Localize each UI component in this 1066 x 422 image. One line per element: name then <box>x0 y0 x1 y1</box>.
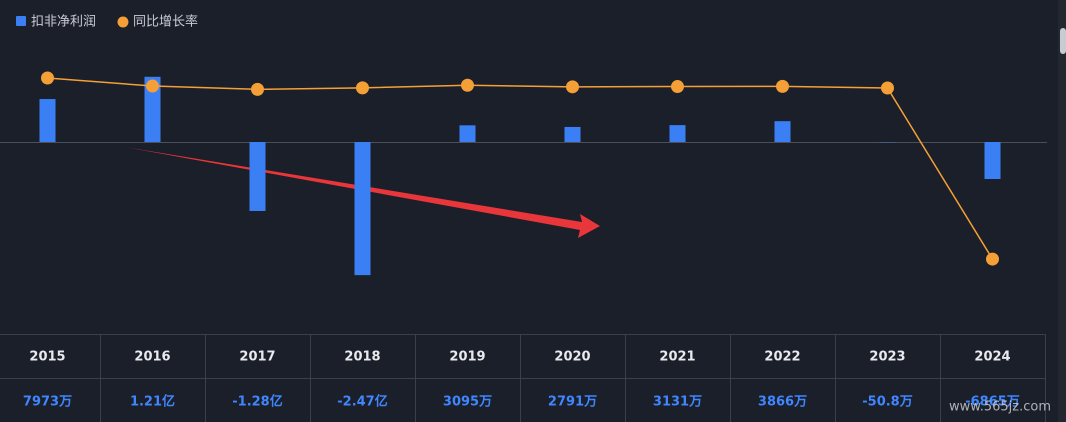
value-label: -2.47亿 <box>337 394 387 410</box>
legend-swatch <box>117 16 129 28</box>
line-point <box>566 80 579 94</box>
bar <box>459 125 476 143</box>
scrollbar-thumb[interactable] <box>1060 28 1066 54</box>
x-category-label: 2021 <box>659 350 695 365</box>
line-point <box>146 79 159 93</box>
x-category-label: 2017 <box>239 350 275 365</box>
bar <box>354 142 371 276</box>
x-category-label: 2019 <box>449 350 485 365</box>
line-point <box>881 81 894 95</box>
line-point <box>986 252 999 266</box>
value-label: -50.8万 <box>862 395 912 410</box>
line-point <box>776 79 789 93</box>
line-point <box>671 80 684 94</box>
x-category-label: 2022 <box>764 350 800 365</box>
value-label: 7973万 <box>23 395 72 410</box>
value-label: 3095万 <box>443 395 492 410</box>
line <box>47 77 994 260</box>
bar <box>144 76 161 143</box>
line-point <box>461 78 474 92</box>
bar <box>669 125 686 143</box>
legend-label: 扣非净利润 <box>31 15 96 30</box>
x-category-label: 2020 <box>554 350 590 365</box>
bar <box>39 99 56 143</box>
value-label: 3131万 <box>653 395 702 410</box>
value-label: 1.21亿 <box>130 394 175 410</box>
line-point <box>251 82 264 96</box>
x-category-label: 2024 <box>974 350 1010 365</box>
x-category-label: 2023 <box>869 350 905 365</box>
x-category-label: 2016 <box>134 350 170 365</box>
bar <box>774 121 791 143</box>
line-point <box>356 81 369 95</box>
bar <box>984 142 1001 180</box>
value-label: -1.28亿 <box>232 394 282 410</box>
line-point <box>41 71 54 85</box>
x-category-label: 2018 <box>344 350 380 365</box>
value-label: -6865万 <box>965 395 1020 410</box>
x-category-label: 2015 <box>29 350 65 365</box>
legend-swatch <box>16 16 26 26</box>
table <box>0 334 1046 379</box>
watermark: www.565jz.com <box>949 400 1051 415</box>
bar <box>249 142 266 211</box>
scrollbar-track <box>1058 0 1066 422</box>
value-label: 3866万 <box>758 395 807 410</box>
legend-label: 同比增长率 <box>133 14 198 30</box>
value-label: 2791万 <box>548 395 597 410</box>
bar <box>564 126 581 143</box>
